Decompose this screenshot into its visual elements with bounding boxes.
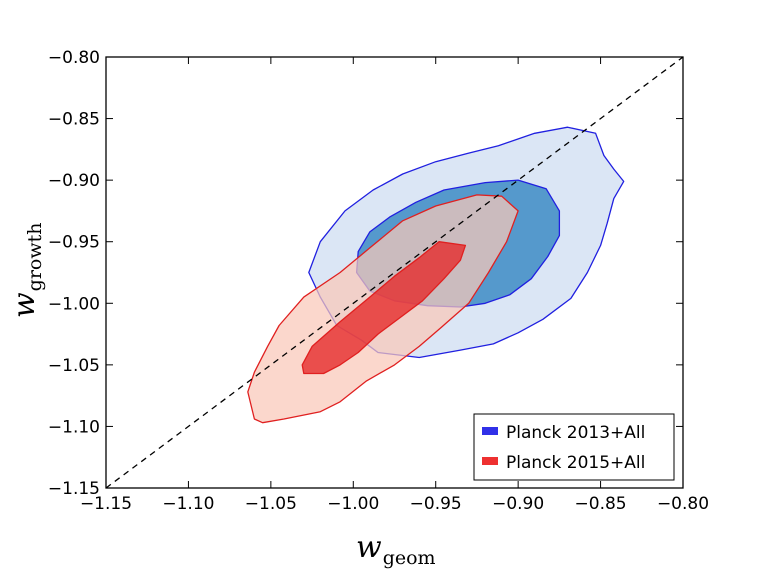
x-axis: −1.15 −1.10 −1.05 −1.00 −0.95 −0.90 −0.85 −0.80 [80, 57, 709, 514]
y-tick-label: −1.10 [48, 417, 100, 437]
y-tick-label: −1.15 [48, 479, 100, 499]
legend-swatch-planck-2013 [482, 427, 498, 435]
y-axis-label-main: w [7, 292, 42, 318]
y-tick-label: −1.00 [48, 294, 100, 314]
x-axis-label-main: w [356, 530, 382, 565]
plot-area-frame [105, 56, 684, 489]
x-tick-label: −1.15 [80, 494, 132, 514]
y-tick-label: −0.85 [48, 110, 100, 130]
contour-planck-2015-68 [301, 241, 467, 375]
y-axis-label: wgrowth [7, 222, 46, 318]
legend: Planck 2013+All Planck 2015+All [473, 413, 675, 481]
y-tick-label: −0.80 [48, 48, 100, 68]
legend-label-planck-2013: Planck 2013+All [506, 423, 645, 443]
y-tick-label: −0.95 [48, 233, 100, 253]
x-tick-label: −1.00 [327, 494, 379, 514]
x-tick-label: −0.85 [575, 494, 627, 514]
x-tick-label: −1.05 [245, 494, 297, 514]
legend-label-planck-2015: Planck 2015+All [506, 453, 645, 473]
y-tick-label: −0.90 [48, 171, 100, 191]
y-axis: −1.15 −1.10 −1.05 −1.00 −0.95 −0.90 −0.85 −0.80 [48, 48, 683, 499]
x-tick-label: −1.10 [162, 494, 214, 514]
y-axis-label-subscript: growth [24, 222, 46, 291]
x-tick-label: −0.95 [410, 494, 462, 514]
x-tick-label: −0.90 [492, 494, 544, 514]
legend-swatch-planck-2015 [482, 457, 498, 465]
legend-frame [473, 413, 675, 481]
y-tick-label: −1.05 [48, 356, 100, 376]
x-axis-label: wgeom [356, 530, 436, 569]
x-tick-label: −0.80 [657, 494, 709, 514]
contour-layer [247, 126, 625, 424]
x-axis-label-subscript: geom [383, 547, 436, 569]
